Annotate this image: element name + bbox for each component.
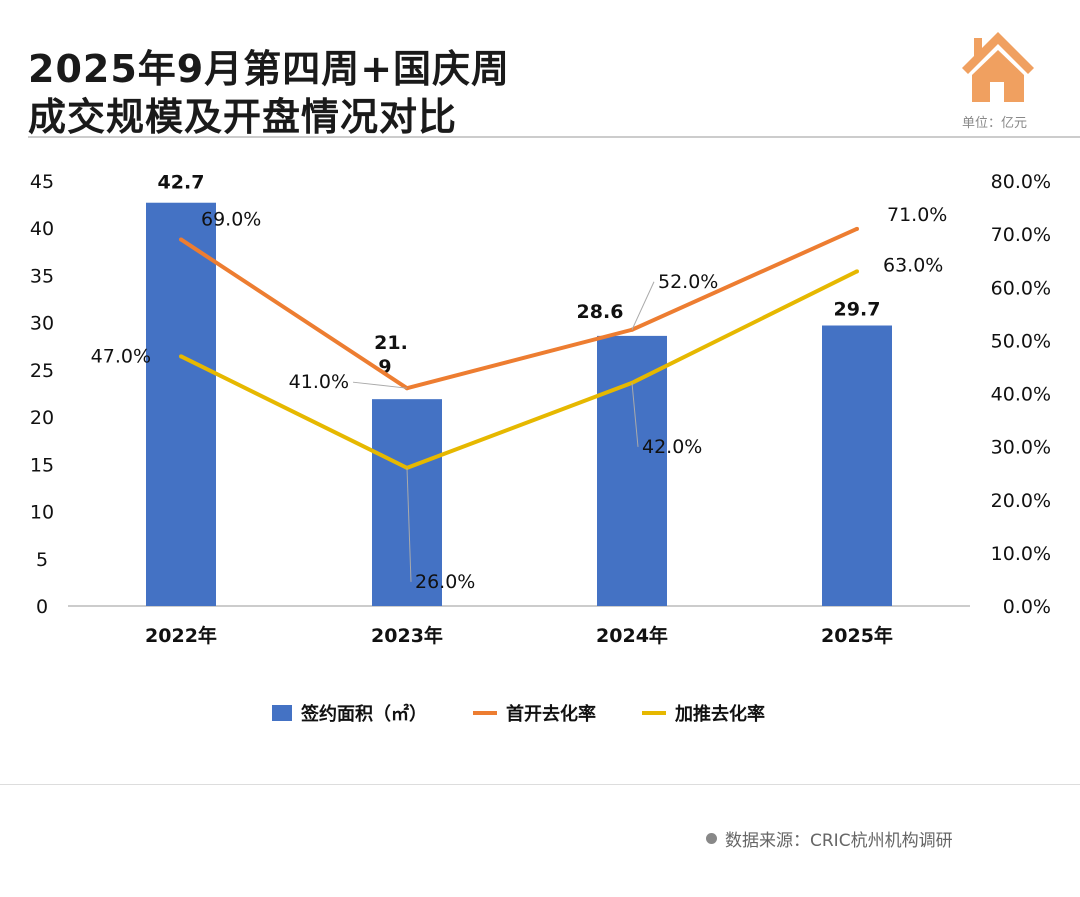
legend-label: 加推去化率 bbox=[675, 704, 765, 725]
line-label: 26.0% bbox=[415, 571, 475, 593]
legend-swatch bbox=[272, 705, 292, 721]
footer-divider bbox=[0, 784, 1080, 785]
line-label: 41.0% bbox=[289, 371, 349, 393]
chart-title-line2: 成交规模及开盘情况对比 bbox=[28, 95, 458, 139]
line-label: 63.0% bbox=[883, 254, 943, 276]
bar bbox=[372, 399, 442, 606]
y-right-tick: 40.0% bbox=[991, 384, 1051, 406]
line-series bbox=[180, 269, 858, 470]
y-left-tick: 25 bbox=[30, 360, 54, 382]
y-right-tick: 50.0% bbox=[991, 330, 1051, 352]
leader-line bbox=[631, 382, 639, 447]
line-label: 71.0% bbox=[887, 204, 947, 226]
data-source: 数据来源：CRIC杭州机构调研 bbox=[706, 826, 953, 851]
bar-label: 21. bbox=[374, 332, 408, 354]
y-left-tick: 20 bbox=[30, 407, 54, 429]
house-icon bbox=[962, 32, 1034, 102]
legend-item-push: 加推去化率 bbox=[642, 700, 765, 726]
legend-swatch bbox=[642, 711, 666, 715]
legend-item-first-open: 首开去化率 bbox=[473, 700, 596, 726]
x-tick: 2022年 bbox=[145, 624, 217, 647]
y-left-tick: 45 bbox=[30, 171, 54, 193]
bar bbox=[822, 325, 892, 606]
y-left-tick: 30 bbox=[30, 313, 54, 335]
bar bbox=[146, 202, 216, 606]
y-left-tick: 15 bbox=[30, 454, 54, 476]
y-right-tick: 70.0% bbox=[991, 224, 1051, 246]
legend-swatch bbox=[473, 711, 497, 715]
bar-label: 42.7 bbox=[158, 172, 205, 194]
line-point bbox=[179, 354, 183, 359]
source-text: 数据来源：CRIC杭州机构调研 bbox=[725, 831, 953, 851]
leader-line bbox=[352, 381, 408, 389]
chart-title-line1: 2025年9月第四周+国庆周 bbox=[28, 47, 511, 91]
bar-label: 28.6 bbox=[577, 301, 624, 323]
leader-line bbox=[406, 467, 412, 582]
x-tick: 2024年 bbox=[596, 624, 668, 647]
legend: 签约面积（㎡） 首开去化率 加推去化率 bbox=[272, 700, 765, 726]
y-left-tick: 10 bbox=[30, 502, 54, 524]
y-left-tick: 5 bbox=[36, 549, 48, 571]
line-series bbox=[179, 226, 858, 391]
y-right-tick: 30.0% bbox=[991, 437, 1051, 459]
y-right-tick: 0.0% bbox=[1003, 596, 1051, 618]
x-tick: 2023年 bbox=[371, 624, 443, 647]
line-label: 47.0% bbox=[91, 345, 151, 367]
leader-line bbox=[631, 281, 655, 330]
unit-label: 单位：亿元 bbox=[962, 116, 1028, 131]
line-label: 42.0% bbox=[642, 436, 702, 458]
x-tick: 2025年 bbox=[821, 624, 893, 647]
y-right-tick: 60.0% bbox=[991, 277, 1051, 299]
header-divider bbox=[28, 136, 1080, 138]
bullet-icon bbox=[706, 833, 717, 844]
y-right-tick: 80.0% bbox=[991, 171, 1051, 193]
line-point bbox=[179, 237, 183, 242]
line-point bbox=[855, 226, 859, 231]
bar-label: 29.7 bbox=[834, 299, 881, 321]
legend-label: 签约面积（㎡） bbox=[301, 704, 427, 725]
line-label: 69.0% bbox=[201, 208, 261, 230]
legend-label: 首开去化率 bbox=[506, 704, 596, 725]
y-left-tick: 40 bbox=[30, 218, 54, 240]
y-left-tick: 35 bbox=[30, 265, 54, 287]
legend-item-area: 签约面积（㎡） bbox=[272, 700, 427, 726]
bar bbox=[597, 335, 667, 606]
chart-plot: 0 5 10 15 20 25 30 35 40 45 0.0% 10.0% 20.0% 30.0% 40.… bbox=[30, 171, 1051, 647]
line-point bbox=[855, 269, 859, 274]
y-right-tick: 10.0% bbox=[991, 543, 1051, 565]
y-right-tick: 20.0% bbox=[991, 490, 1051, 512]
line-label: 52.0% bbox=[658, 271, 718, 293]
y-left-tick: 0 bbox=[36, 596, 48, 618]
